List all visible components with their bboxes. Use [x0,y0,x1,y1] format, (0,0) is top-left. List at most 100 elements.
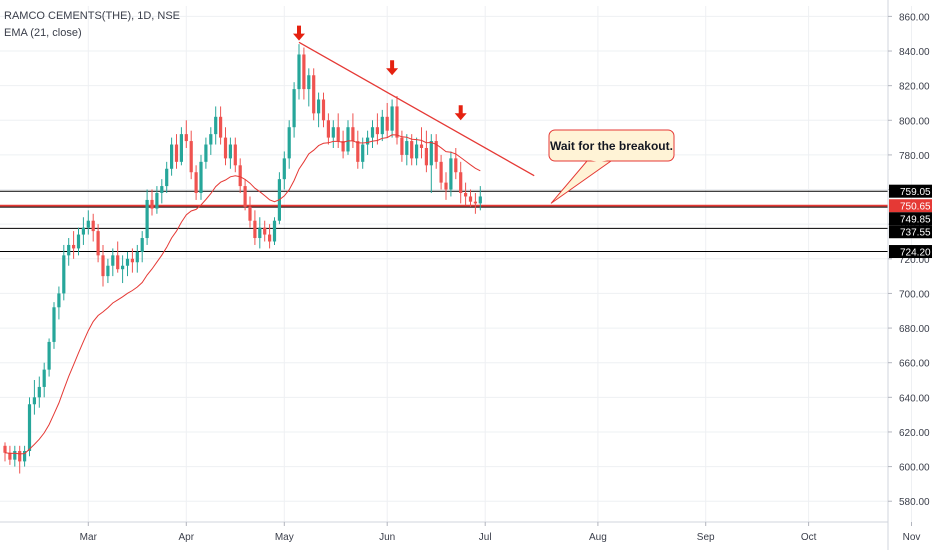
down-arrow-icon [454,105,467,121]
candle-body [366,137,370,145]
candle-body [3,445,7,453]
x-tick-label: Aug [589,532,607,543]
candle-body [111,255,115,266]
candle-body [312,75,316,114]
candle-body [184,134,188,142]
callout-box [548,129,675,162]
candle-body [145,199,149,239]
candle-body [27,404,32,452]
x-tick-label: Oct [801,532,817,543]
candle-body [228,144,232,159]
candle-body [419,144,424,148]
candle-body [165,168,169,187]
candle-body [32,397,36,405]
candle-body [189,141,193,173]
candle-body [302,54,306,90]
candle-body [199,161,203,194]
price-level-label: 749.85 [900,215,931,226]
candle-body [380,116,384,135]
candle-body [81,227,85,235]
x-tick-label: Apr [179,532,195,543]
candle-body [326,120,330,138]
candle-body [101,255,105,277]
symbol-title: RAMCO CEMENTS(THE), 1D, NSE [4,10,181,22]
candle-body [135,251,139,263]
price-level-tag [889,225,932,239]
candle-body [233,144,237,166]
callout-tail [550,160,613,204]
candle-body [18,451,22,462]
candle-body [116,255,120,270]
candle-body [37,386,41,398]
ema-line-path [4,134,481,455]
candle-body [67,244,71,256]
price-levels [0,190,888,253]
y-tick-label: 660.00 [899,359,930,370]
candle-body [390,106,394,131]
candle-body [272,220,277,242]
candle-body [410,141,414,159]
candle-body [140,238,144,252]
price-level-tag [889,199,932,213]
price-level-label: 737.55 [900,228,931,239]
candle-body [248,206,252,221]
y-tick-label: 620.00 [899,428,930,439]
y-tick-label: 680.00 [899,324,930,335]
candle-body [375,127,379,135]
candle-body [23,451,27,462]
x-axis: Mar Apr May Jun Jul Aug Sep Oct Nov [0,521,921,543]
candle-body [287,127,291,159]
candle-body [106,265,110,277]
candle-body [424,147,428,166]
candle-body [454,158,458,173]
candle-body [219,116,223,138]
y-axis: 580.00 600.00 620.00 640.00 660.00 680.00 700.… [887,0,932,550]
candle-body [356,141,360,162]
candle-body [223,137,228,159]
candle-body [351,127,355,142]
candle-body [473,201,477,204]
candle-body [331,127,335,138]
candle-body [258,227,262,239]
annotation-callout: Wait for the breakout. [548,129,675,204]
candle-body [478,196,482,204]
candle-body [317,99,321,114]
candle-body [179,134,183,162]
y-tick-label: 800.00 [899,116,930,127]
trendline [298,41,535,177]
candle-body [292,89,296,128]
candle-body [459,172,463,194]
candle-body [346,127,350,152]
y-tick-label: 820.00 [899,82,930,93]
x-tick-label: Jun [379,532,395,543]
price-level-label: 724.20 [900,247,931,258]
candle-body [174,144,179,162]
candle-body [253,220,257,239]
y-tick-label: 860.00 [899,12,930,23]
down-arrow-shape [386,60,399,76]
candle-body [52,307,56,342]
x-tick-label: Jul [479,532,492,543]
candle-body [385,116,389,131]
price-level-tag [889,184,932,198]
x-tick-label: Nov [903,532,921,543]
grid [0,6,912,522]
candle-body [400,137,404,155]
candle-body [444,182,448,190]
candle-body [341,141,345,152]
candle-body [76,234,81,249]
y-tick-label: 720.00 [899,255,930,266]
y-tick-label: 640.00 [899,393,930,404]
ema-line [4,134,481,455]
y-tick-label: 580.00 [899,497,930,508]
candle-body [434,141,438,162]
candle-body [194,172,198,194]
candle-body [468,196,473,202]
down-arrow-icon [293,25,305,41]
candle-body [150,199,154,209]
candle-body [361,144,365,162]
candle-body [307,75,311,90]
price-level-label: 750.65 [900,202,931,213]
